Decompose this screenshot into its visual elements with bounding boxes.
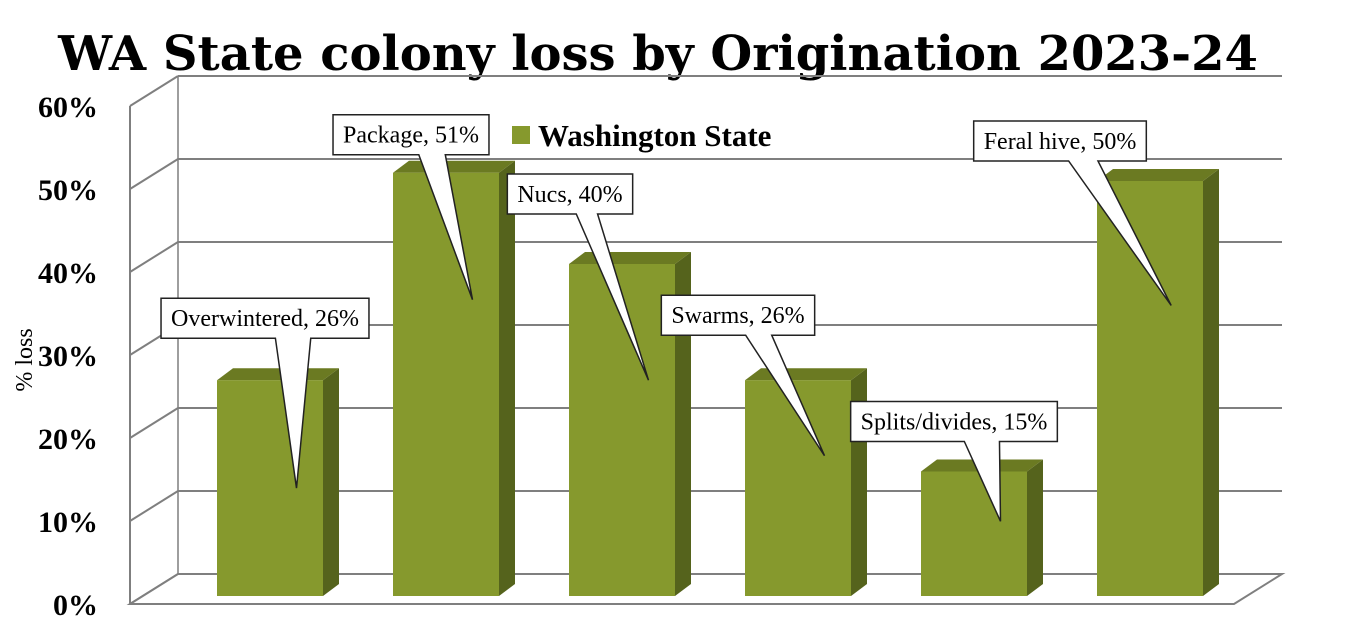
callout-box: [660, 294, 826, 457]
bar: [393, 160, 515, 596]
side-wall-gridline: [129, 490, 179, 522]
legend-label: Washington State: [538, 118, 771, 153]
chart-title: WA State colony loss by Origination 2023…: [57, 26, 1258, 82]
y-tick-label: 20%: [38, 423, 98, 456]
legend: Washington State: [512, 118, 771, 153]
side-wall-gridline: [129, 407, 179, 439]
data-label: Package, 51%: [343, 123, 479, 149]
y-tick-label: 0%: [53, 589, 98, 619]
data-label-callout: Swarms, 26%: [660, 294, 826, 457]
bar-top: [745, 368, 867, 381]
bar-side: [1203, 169, 1219, 596]
data-label-callout: Feral hive, 50%: [972, 120, 1172, 306]
bar-side: [323, 368, 339, 596]
data-label: Feral hive, 50%: [984, 129, 1137, 155]
bar-side: [499, 160, 515, 596]
bar-top: [393, 160, 515, 173]
callout-box: [849, 400, 1059, 522]
bar-top: [217, 368, 339, 381]
callout-box: [332, 113, 490, 300]
data-labels: Overwintered, 26% Package, 51% Nucs, 40% Sw…: [160, 113, 1172, 522]
callout-box: [160, 297, 370, 489]
data-label-callout: Nucs, 40%: [506, 173, 650, 381]
bar-front: [921, 471, 1027, 596]
bar-side: [675, 252, 691, 596]
data-label-callout: Package, 51%: [332, 113, 490, 300]
bar-front: [393, 172, 499, 596]
bar: [1097, 169, 1219, 596]
data-label: Splits/divides, 15%: [861, 410, 1048, 436]
callout-box: [506, 173, 650, 381]
bar: [921, 459, 1043, 596]
bar-front: [217, 380, 323, 596]
bar: [217, 368, 339, 596]
y-tick-label: 10%: [38, 506, 98, 539]
bars: [217, 160, 1219, 596]
y-axis-ticks: 0% 10% 20% 30% 40% 50% 60%: [38, 91, 98, 619]
callout-box: [972, 120, 1172, 306]
side-wall-gridline: [129, 241, 179, 273]
data-label-callout: Overwintered, 26%: [160, 297, 370, 489]
y-axis-label: % loss: [12, 328, 38, 391]
data-label-callout: Splits/divides, 15%: [849, 400, 1059, 522]
bar-front: [1097, 181, 1203, 596]
data-label: Swarms, 26%: [671, 303, 804, 329]
bar-top: [1097, 169, 1219, 181]
bar-top: [569, 252, 691, 264]
side-wall-gridline: [129, 75, 179, 107]
bar-side: [1027, 459, 1043, 596]
y-tick-label: 50%: [38, 174, 98, 207]
side-wall-gridline: [129, 158, 179, 190]
data-label: Overwintered, 26%: [171, 306, 359, 332]
legend-swatch: [512, 126, 530, 144]
bar: [745, 368, 867, 596]
data-label: Nucs, 40%: [517, 182, 622, 208]
y-tick-label: 30%: [38, 340, 98, 373]
y-tick-label: 40%: [38, 257, 98, 290]
y-tick-label: 60%: [38, 91, 98, 124]
